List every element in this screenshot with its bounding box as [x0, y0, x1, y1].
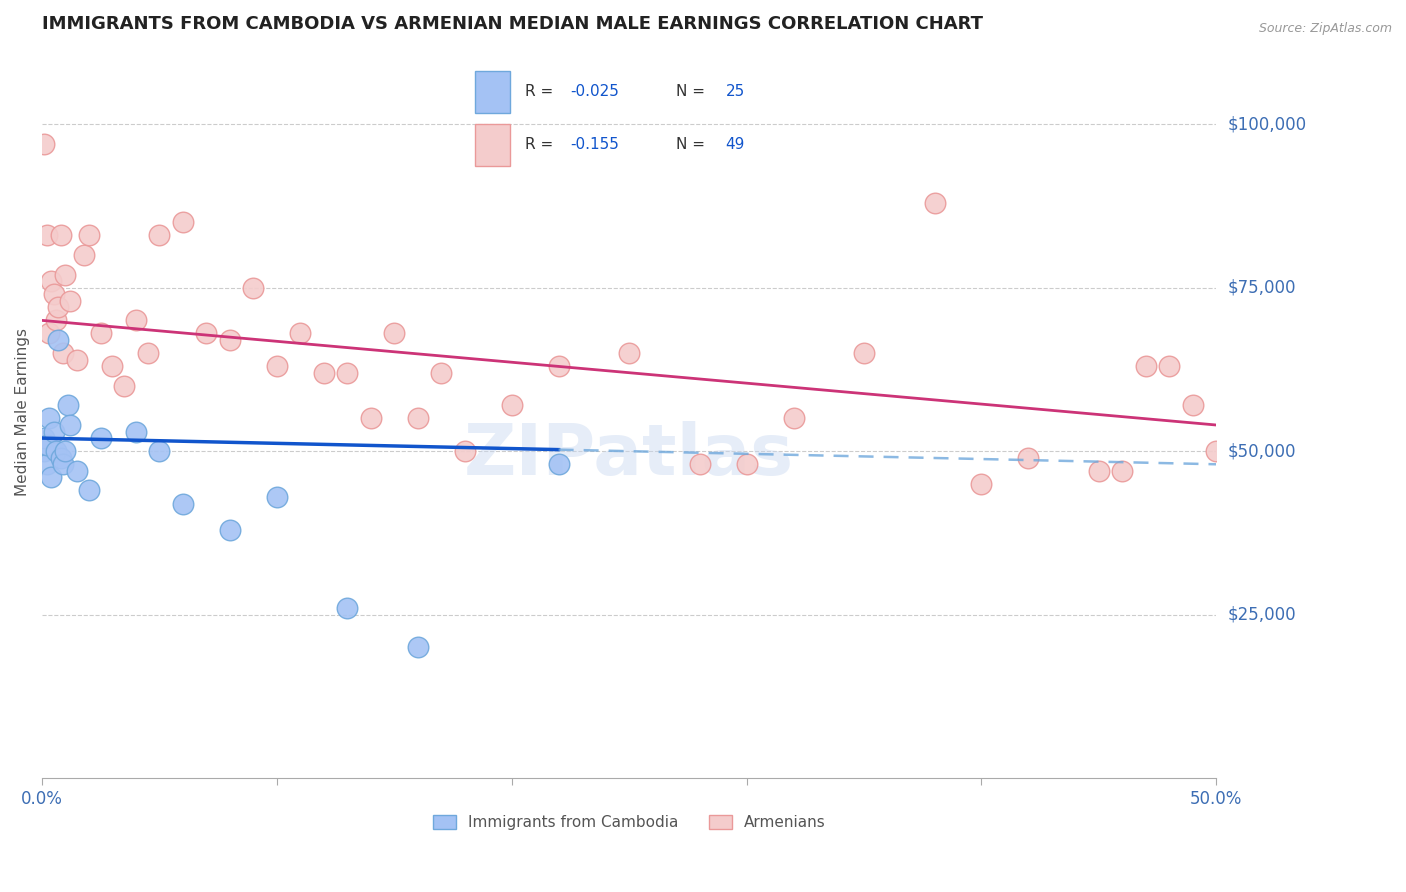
Point	[382, 326, 405, 341]
Point	[266, 359, 288, 373]
Point	[853, 346, 876, 360]
Text: IMMIGRANTS FROM CAMBODIA VS ARMENIAN MEDIAN MALE EARNINGS CORRELATION CHART: IMMIGRANTS FROM CAMBODIA VS ARMENIAN MED…	[42, 15, 983, 33]
Point	[547, 457, 569, 471]
Legend: Immigrants from Cambodia, Armenians: Immigrants from Cambodia, Armenians	[426, 809, 832, 837]
Point	[35, 228, 58, 243]
Point	[125, 313, 148, 327]
Text: $25,000: $25,000	[1227, 606, 1296, 624]
Point	[66, 464, 89, 478]
Point	[90, 431, 112, 445]
Point	[430, 366, 453, 380]
Point	[35, 437, 58, 451]
Text: $75,000: $75,000	[1227, 278, 1296, 297]
Point	[59, 417, 82, 432]
Point	[782, 411, 804, 425]
Point	[1181, 398, 1204, 412]
Point	[148, 444, 170, 458]
Point	[49, 228, 72, 243]
Point	[39, 470, 62, 484]
Point	[77, 228, 100, 243]
Point	[1135, 359, 1157, 373]
Point	[39, 274, 62, 288]
Point	[290, 326, 312, 341]
Point	[35, 457, 58, 471]
Point	[172, 496, 194, 510]
Point	[336, 366, 359, 380]
Point	[336, 601, 359, 615]
Text: $100,000: $100,000	[1227, 115, 1306, 133]
Point	[66, 352, 89, 367]
Point	[136, 346, 159, 360]
Point	[172, 215, 194, 229]
Point	[1088, 464, 1111, 478]
Y-axis label: Median Male Earnings: Median Male Earnings	[15, 328, 30, 496]
Text: Source: ZipAtlas.com: Source: ZipAtlas.com	[1258, 22, 1392, 36]
Point	[735, 457, 758, 471]
Point	[501, 398, 523, 412]
Point	[49, 450, 72, 465]
Point	[46, 301, 69, 315]
Point	[46, 333, 69, 347]
Point	[32, 136, 55, 151]
Point	[360, 411, 382, 425]
Point	[38, 326, 60, 341]
Point	[312, 366, 335, 380]
Point	[45, 444, 67, 458]
Point	[406, 640, 429, 655]
Point	[112, 378, 135, 392]
Point	[195, 326, 218, 341]
Point	[42, 425, 65, 439]
Point	[1017, 450, 1039, 465]
Point	[90, 326, 112, 341]
Point	[56, 398, 79, 412]
Point	[406, 411, 429, 425]
Point	[218, 523, 240, 537]
Point	[53, 444, 76, 458]
Point	[266, 490, 288, 504]
Point	[73, 248, 96, 262]
Point	[52, 457, 75, 471]
Point	[45, 313, 67, 327]
Point	[547, 359, 569, 373]
Point	[689, 457, 711, 471]
Text: ZIPatlas: ZIPatlas	[464, 421, 794, 491]
Point	[32, 444, 55, 458]
Point	[617, 346, 640, 360]
Point	[1159, 359, 1181, 373]
Point	[218, 333, 240, 347]
Point	[924, 195, 946, 210]
Point	[453, 444, 475, 458]
Point	[1111, 464, 1133, 478]
Point	[32, 431, 55, 445]
Point	[148, 228, 170, 243]
Point	[242, 281, 264, 295]
Point	[42, 287, 65, 301]
Text: $50,000: $50,000	[1227, 442, 1296, 460]
Point	[970, 476, 993, 491]
Point	[77, 483, 100, 498]
Point	[38, 411, 60, 425]
Point	[52, 346, 75, 360]
Point	[53, 268, 76, 282]
Point	[1205, 444, 1227, 458]
Point	[59, 293, 82, 308]
Point	[101, 359, 124, 373]
Point	[125, 425, 148, 439]
